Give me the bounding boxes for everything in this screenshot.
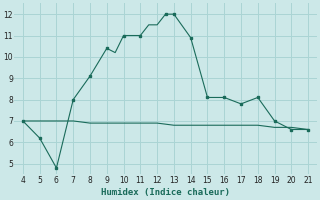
X-axis label: Humidex (Indice chaleur): Humidex (Indice chaleur): [101, 188, 230, 197]
